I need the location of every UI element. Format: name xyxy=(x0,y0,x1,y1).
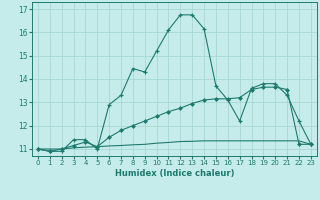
X-axis label: Humidex (Indice chaleur): Humidex (Indice chaleur) xyxy=(115,169,234,178)
